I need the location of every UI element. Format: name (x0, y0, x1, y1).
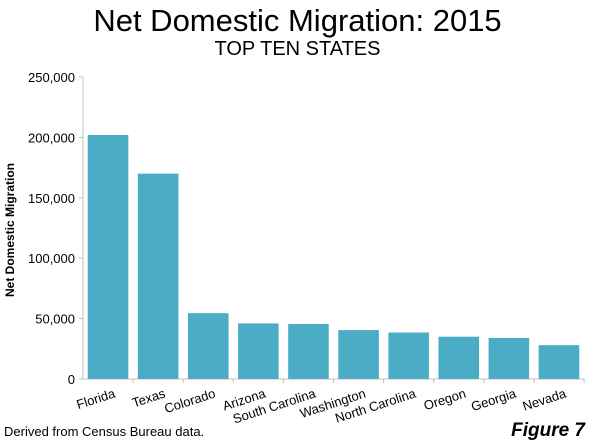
x-tick-label: Nevada (521, 385, 569, 413)
x-tick-label: Oregon (422, 386, 468, 414)
x-tick-label: Florida (75, 385, 118, 412)
bar-texas (137, 173, 179, 379)
x-tick-label: Georgia (469, 385, 518, 414)
bar-south-carolina (288, 324, 329, 379)
bar-colorado (187, 313, 229, 379)
figure-label: Figure 7 (511, 420, 585, 441)
bar-georgia (488, 337, 530, 379)
y-tick-label: 50,000 (35, 312, 75, 327)
bar-washington (338, 330, 379, 379)
y-axis-title: Net Domestic Migration (3, 163, 17, 297)
x-tick-label: Texas (130, 385, 167, 410)
chart-title: Net Domestic Migration: 2015 (93, 3, 502, 38)
y-tick-label: 200,000 (28, 130, 75, 145)
bar-nevada (538, 345, 580, 379)
bar-arizona (238, 323, 279, 379)
x-tick-label: Colorado (162, 386, 217, 417)
y-tick-label: 250,000 (28, 70, 75, 85)
bar-oregon (438, 336, 480, 379)
bar-florida (87, 134, 129, 379)
y-tick-label: 100,000 (28, 251, 75, 266)
bar-north-carolina (388, 332, 429, 379)
source-note: Derived from Census Bureau data. (4, 424, 205, 439)
y-tick-label: 0 (68, 372, 75, 387)
chart-subtitle: TOP TEN STATES (214, 38, 381, 60)
y-tick-label: 150,000 (28, 191, 75, 206)
